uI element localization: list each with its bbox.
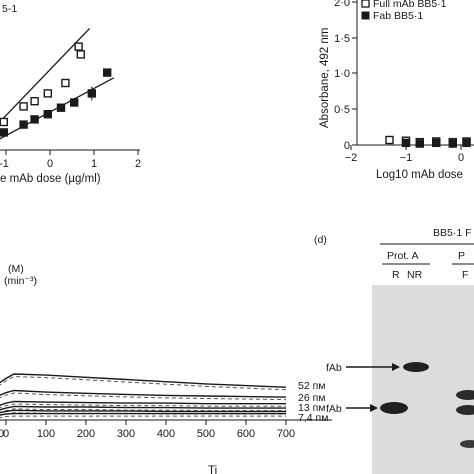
panel-a-point-open bbox=[19, 102, 28, 111]
panel-b-y-tick-label: 0·5 bbox=[334, 104, 350, 116]
panel-a-point-open bbox=[61, 78, 70, 88]
panel-c-end-label-7-4: 7,4 пм bbox=[298, 412, 328, 424]
gel-band-f-lower bbox=[456, 405, 474, 415]
panel-c-fit-curve-5 bbox=[0, 415, 286, 419]
gel-image bbox=[372, 285, 474, 474]
panel-b-point-filled bbox=[462, 138, 471, 148]
legend-entry-full-mab: Full mAb BB5·1 bbox=[373, 0, 447, 10]
panel-d-label: (d) bbox=[314, 234, 327, 246]
panel-b-x-tick-label: −2 bbox=[345, 152, 358, 164]
panel-c-x-axis-label-fragment: Ti bbox=[208, 465, 217, 474]
panel-c-curve-1 bbox=[0, 389, 287, 398]
panel-b-x-ticks: −2 −1 0 bbox=[345, 145, 464, 164]
panel-a-x-tick-label: 1 bbox=[91, 158, 97, 170]
panel-c-curve-4 bbox=[0, 409, 286, 414]
panel-c-x-tick-label: 700 bbox=[277, 428, 295, 440]
panel-a-point-open bbox=[74, 42, 83, 51]
panel-b-legend: Full mAb BB5·1 Fab BB5·1 bbox=[361, 0, 447, 22]
panel-a-point-filled bbox=[69, 98, 79, 107]
gel-band-f-upper bbox=[456, 390, 474, 400]
panel-c-x-tick-label: 100 bbox=[37, 428, 55, 440]
panel-b-point-filled bbox=[432, 138, 441, 148]
panel-a: 5-1 -1 0 1 2 e mAb dose (µg/ml) bbox=[0, 3, 141, 185]
gel-band-r-fab bbox=[380, 402, 408, 414]
panel-c-x-tick-label: 600 bbox=[237, 428, 255, 440]
panel-b-x-axis-label: Log10 mAb dose bbox=[376, 169, 463, 181]
panel-c-x-tick-label: 00 bbox=[0, 428, 4, 440]
gel-band-nr-fab bbox=[403, 362, 429, 372]
panel-a-x-tick-label: 2 bbox=[135, 158, 141, 170]
panel-a-point-filled bbox=[19, 120, 28, 129]
panel-b: 2·0 1·5 1·0 0·5 0 −2 −1 0 Log10 mAb dose… bbox=[319, 0, 474, 181]
legend-marker-open-square bbox=[361, 0, 370, 8]
panel-a-x-tick-label: -1 bbox=[0, 158, 9, 170]
panel-b-y-tick-label: 1·0 bbox=[334, 68, 350, 80]
panel-c-header-2: (min⁻³) bbox=[4, 275, 37, 287]
panel-d-group-title: BB5·1 F bbox=[433, 227, 472, 239]
panel-d: (d) BB5·1 F Prot. A P R NR F fAb fAb bbox=[314, 227, 474, 474]
panel-a-point-filled bbox=[102, 68, 112, 77]
panel-c-curve-3 bbox=[0, 405, 286, 411]
panel-a-fit-line-1 bbox=[0, 77, 115, 140]
panel-b-y-tick-label: 2·0 bbox=[334, 0, 350, 9]
panel-a-title-fragment: 5-1 bbox=[2, 3, 17, 15]
panel-a-point-filled bbox=[56, 103, 66, 112]
panel-b-point-filled bbox=[448, 139, 457, 148]
panel-c: (M) (min⁻³) 000100200300400500600700 Ti … bbox=[0, 263, 332, 474]
panel-c-end-label-26: 26 пм bbox=[298, 392, 326, 404]
panel-b-y-tick-label: 1·5 bbox=[334, 33, 350, 45]
panel-a-point-open bbox=[0, 117, 8, 127]
panel-c-fit-curve-2 bbox=[0, 403, 286, 409]
panel-a-x-axis-label: e mAb dose (µg/ml) bbox=[0, 173, 101, 185]
panel-c-x-tick-label: 500 bbox=[197, 428, 215, 440]
panel-c-x-tick-label: 300 bbox=[117, 428, 135, 440]
legend-entry-fab: Fab BB5·1 bbox=[373, 10, 423, 22]
panel-c-x-ticks: 000 100 200 300 400 500 600 700 bbox=[0, 420, 295, 440]
panel-b-point-filled bbox=[401, 138, 411, 148]
panel-b-x-tick-label: −1 bbox=[400, 152, 413, 164]
panel-d-lane-r: R bbox=[392, 269, 400, 281]
panel-a-point-filled bbox=[0, 128, 8, 137]
panel-c-header: (M) bbox=[8, 263, 24, 275]
panel-a-point-open bbox=[30, 96, 39, 106]
panel-b-y-axis-label: Absorbane, 492 nm bbox=[319, 28, 331, 128]
panel-c-x-tick-label: 0 bbox=[3, 428, 9, 440]
panel-c-end-label-13: 13 пм bbox=[298, 402, 326, 414]
panel-d-band-label-upper: fAb bbox=[326, 362, 342, 374]
panel-d-lane-nr: NR bbox=[407, 269, 423, 281]
panel-c-x-tick-label: 400 bbox=[157, 428, 175, 440]
arrow-upper-head bbox=[392, 363, 400, 371]
panel-d-band-label-lower: fAb bbox=[326, 403, 342, 415]
panel-a-data-layer bbox=[0, 27, 115, 140]
panel-a-fit-line-0 bbox=[0, 27, 91, 123]
panel-a-point-filled bbox=[43, 109, 52, 119]
panel-b-y-ticks: 2·0 1·5 1·0 0·5 0 bbox=[334, 0, 357, 152]
panel-d-subgroup-b: P bbox=[458, 250, 465, 262]
panel-c-x-tick-label: 200 bbox=[77, 428, 95, 440]
panel-d-lane-f: F bbox=[462, 269, 468, 281]
panel-c-curve-0 bbox=[0, 373, 287, 388]
panel-c-curve-5 bbox=[0, 412, 286, 416]
panel-c-end-label-52: 52 пм bbox=[298, 380, 326, 392]
panel-b-y-tick-label: 0 bbox=[344, 140, 350, 152]
panel-a-x-tick-label: 0 bbox=[47, 158, 53, 170]
legend-marker-filled-square bbox=[361, 11, 370, 20]
panel-c-fit-curve-3 bbox=[0, 408, 286, 413]
panel-c-curve-2 bbox=[0, 400, 286, 406]
panel-c-fit-curve-0 bbox=[0, 375, 287, 391]
gel-band-f-faint bbox=[460, 440, 474, 448]
panel-c-data-layer bbox=[0, 373, 287, 419]
panel-b-point-filled bbox=[415, 139, 424, 148]
panel-a-x-ticks: -1 0 1 2 bbox=[0, 150, 141, 170]
panel-a-point-filled bbox=[30, 115, 39, 124]
panel-a-point-open bbox=[76, 50, 86, 59]
panel-a-point-open bbox=[43, 89, 52, 98]
panel-b-x-tick-label: 0 bbox=[458, 152, 464, 164]
panel-b-point-open bbox=[385, 135, 394, 145]
panel-b-data-layer bbox=[385, 135, 471, 148]
panel-d-subgroup-a: Prot. A bbox=[387, 250, 419, 262]
arrow-lower-head bbox=[370, 404, 378, 412]
